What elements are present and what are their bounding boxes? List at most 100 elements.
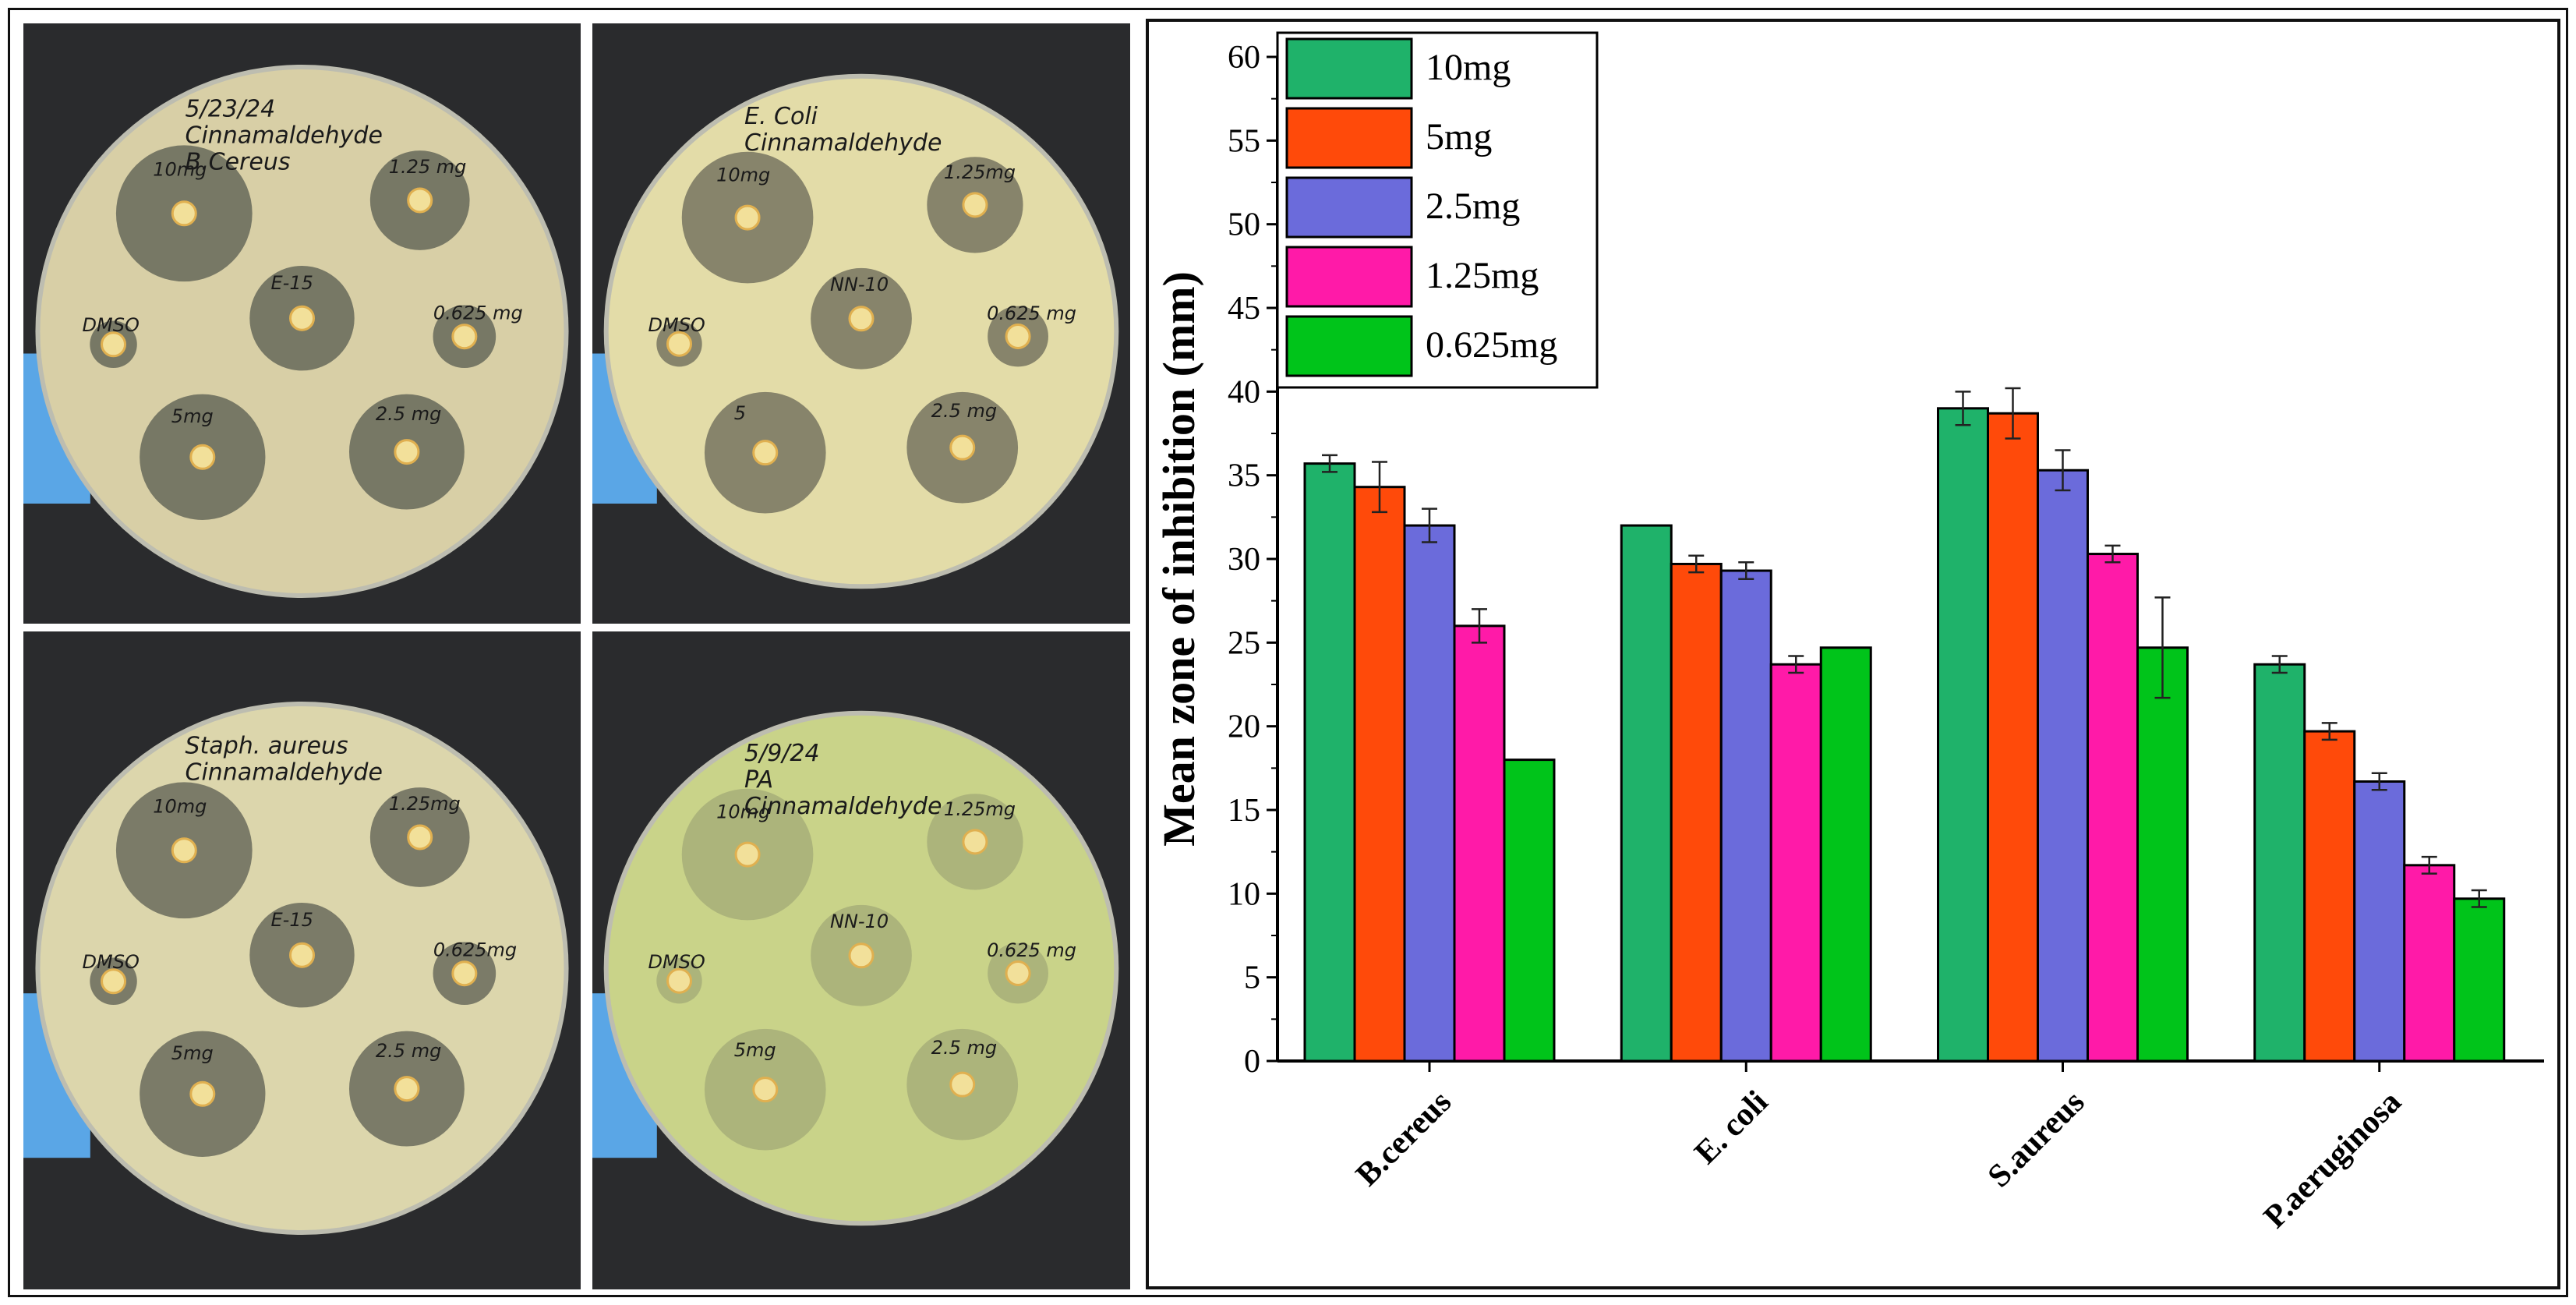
plate-label: 10mg (153, 159, 207, 181)
plate-label: 2.5 mg (376, 403, 441, 425)
antibiotic-disc (962, 192, 988, 218)
y-tick-label: 30 (1228, 542, 1260, 578)
plate-label: DMSO (83, 951, 140, 973)
plate-annotation: PA (744, 766, 773, 794)
plate-b-cereus-image: 10mg 1.25 mg DMSO E-15 0.625 mg 5mg 2.5 mg 5/23… (23, 23, 581, 624)
plate-label: 2.5 mg (376, 1040, 441, 1062)
legend-swatch (1285, 107, 1413, 169)
antibiotic-disc (101, 968, 127, 995)
plate-label: 1.25mg (944, 798, 1016, 820)
plate-label: DMSO (648, 951, 705, 973)
plate-label: 1.25mg (944, 161, 1016, 183)
antibiotic-disc (451, 960, 478, 987)
plate-s-aureus-image: 10mg 1.25mg DMSO E-15 0.625mg 5mg 2.5 mg Staph.… (23, 631, 581, 1289)
antibiotic-disc (394, 1076, 420, 1102)
plate-label: E-15 (271, 909, 313, 931)
bar (2087, 553, 2139, 1063)
antibiotic-disc (848, 306, 875, 332)
plate-label: 5mg (734, 1039, 776, 1061)
plate-annotation: Cinnamaldehyde (186, 759, 383, 786)
photo-plate-b-cereus: 10mg 1.25 mg DMSO E-15 0.625 mg 5mg 2.5 mg 5/23… (23, 23, 581, 624)
plate-label: NN-10 (830, 911, 889, 932)
antibiotic-disc (407, 187, 433, 214)
plate-annotation: Cinnamaldehyde (744, 129, 942, 157)
antibiotic-disc (752, 440, 779, 466)
photo-plate-s-aureus: 10mg 1.25mg DMSO E-15 0.625mg 5mg 2.5 mg Staph.… (23, 631, 581, 1289)
legend-label: 1.25mg (1426, 255, 1539, 296)
plate-label: 0.625 mg (987, 939, 1076, 961)
antibiotic-disc (407, 824, 433, 851)
bar (1670, 562, 1723, 1063)
plate-annotation: Cinnamaldehyde (744, 793, 942, 820)
bar (2037, 469, 2089, 1063)
plate-annotation: E. Coli (744, 103, 818, 130)
plate-label: NN-10 (830, 274, 889, 295)
y-tick-label: 10 (1228, 876, 1260, 912)
plate-label: 10mg (716, 164, 770, 186)
antibiotic-disc (171, 200, 197, 227)
antibiotic-disc (101, 331, 127, 358)
plate-annotation: 5/23/24 (186, 95, 276, 122)
antibiotic-disc (189, 444, 216, 470)
antibiotic-disc (451, 324, 478, 350)
plate-label: 1.25 mg (389, 156, 467, 178)
plate-p-aeruginosa-image: 10mg 1.25mg DMSO NN-10 0.625 mg 5mg 2.5 mg 5/9/… (592, 631, 1130, 1289)
legend-label: 0.625mg (1426, 324, 1557, 366)
legend-swatch (1285, 315, 1413, 377)
bar (2253, 663, 2306, 1063)
plate-label: E-15 (271, 272, 313, 294)
plate-label: 10mg (716, 801, 770, 823)
antibiotic-disc (752, 1077, 779, 1103)
bar (1403, 524, 1456, 1063)
legend-label: 10mg (1426, 47, 1511, 88)
y-tick-label: 35 (1228, 458, 1260, 494)
x-tick-label: E. coli (1688, 1084, 1776, 1171)
y-tick-label: 5 (1244, 960, 1260, 996)
plate-label: 5mg (171, 1042, 214, 1064)
antibiotic-disc (949, 434, 976, 461)
antibiotic-disc (734, 204, 761, 231)
antibiotic-disc (949, 1071, 976, 1098)
antibiotic-disc (1005, 323, 1031, 349)
bar (1719, 569, 1772, 1063)
bar (1453, 624, 1506, 1063)
plate-label: 0.625mg (433, 939, 517, 961)
bar (2353, 780, 2406, 1063)
plate-e-coli-image: 10mg 1.25mg DMSO NN-10 0.625 mg 5 2.5 mg E. Col… (592, 23, 1130, 624)
bar (2303, 730, 2356, 1063)
x-tick-label: P.aeruginosa (2257, 1084, 2408, 1236)
antibiotic-disc (962, 829, 988, 855)
plate-label: 0.625 mg (987, 302, 1076, 324)
plate-annotation: 5/9/24 (744, 740, 820, 767)
antibiotic-disc (848, 942, 875, 969)
bar (1819, 646, 1872, 1063)
plate-label: 5mg (171, 405, 214, 427)
plate-label: 2.5 mg (931, 1037, 997, 1059)
chart-panel: 0 5 10 15 20 25 30 35 40 45 50 55 60 Mean zone of inh… (1146, 19, 2560, 1289)
x-tick-label: S.aureus (1981, 1084, 2092, 1195)
y-tick-label: 25 (1228, 625, 1260, 661)
plate-label: 2.5 mg (931, 400, 997, 422)
bar (2136, 646, 2189, 1063)
plate-label: DMSO (648, 314, 705, 336)
bar (2453, 897, 2506, 1063)
y-tick-label: 15 (1228, 793, 1260, 829)
legend-label: 5mg (1426, 116, 1492, 157)
y-tick-label: 55 (1228, 123, 1260, 159)
bar (1353, 486, 1406, 1063)
plate-label: 5 (734, 402, 746, 424)
photo-plate-p-aeruginosa: 10mg 1.25mg DMSO NN-10 0.625 mg 5mg 2.5 mg 5/9/… (592, 631, 1130, 1289)
plate-label: 10mg (153, 796, 207, 818)
legend-swatch (1285, 176, 1413, 239)
bar (2403, 864, 2456, 1063)
antibiotic-disc (189, 1080, 216, 1107)
plate-label: DMSO (83, 314, 140, 336)
y-tick-label: 0 (1244, 1044, 1260, 1080)
x-tick-label: B.cereus (1349, 1084, 1458, 1194)
y-tick-label: 40 (1228, 374, 1260, 410)
bar (1769, 663, 1822, 1063)
antibiotic-disc (289, 305, 315, 331)
y-tick-label: 60 (1228, 40, 1260, 76)
legend-swatch (1285, 37, 1413, 100)
plate-label: 0.625 mg (433, 302, 523, 324)
